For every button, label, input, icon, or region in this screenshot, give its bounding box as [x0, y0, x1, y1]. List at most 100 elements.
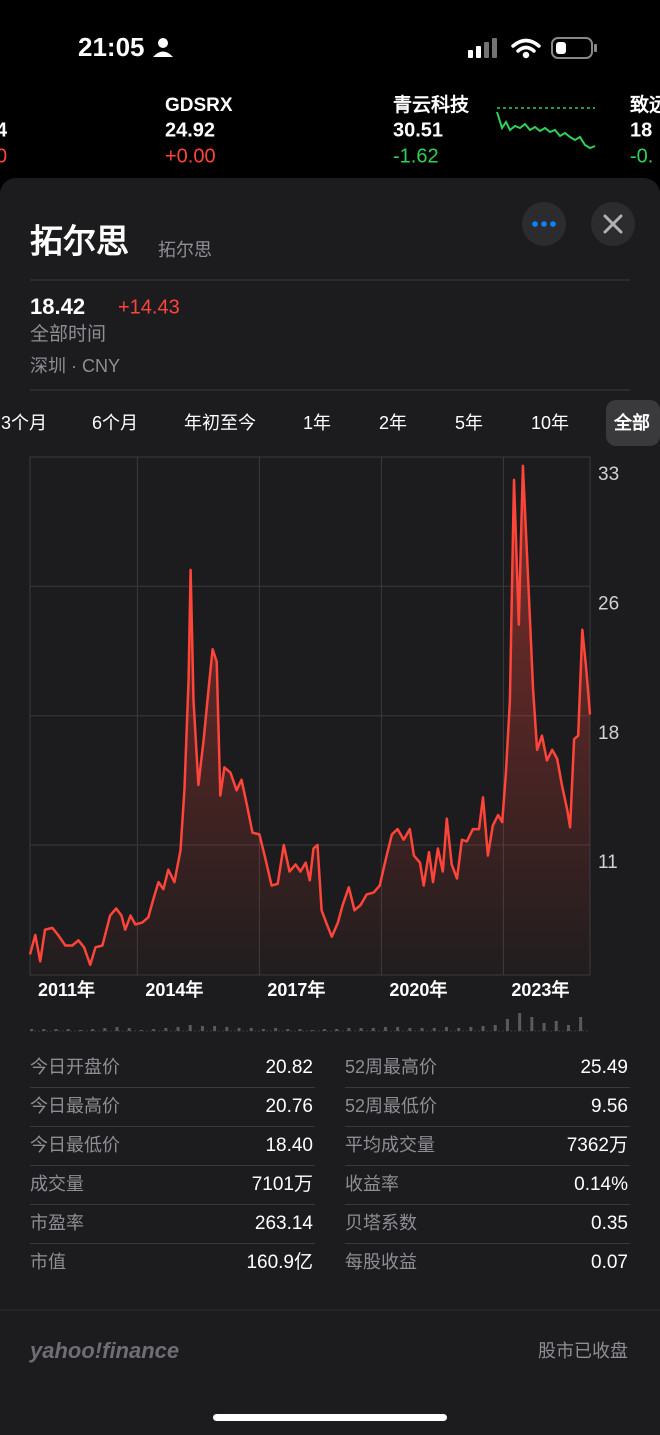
stat-value: 7101万: [252, 1174, 313, 1195]
y-tick-label: 33: [598, 464, 619, 485]
volume-bar: [164, 1028, 168, 1031]
volume-bar: [359, 1028, 363, 1031]
volume-bar: [347, 1028, 351, 1031]
volume-bar: [286, 1029, 290, 1031]
stat-label: 贝塔系数: [345, 1213, 417, 1233]
wifi-icon: [511, 38, 541, 59]
volume-bar: [396, 1027, 400, 1031]
volume-bar: [408, 1028, 412, 1031]
ticker-sparkline: [496, 107, 596, 150]
stat-label: 每股收益: [345, 1252, 417, 1272]
range-option[interactable]: 全部: [613, 412, 650, 433]
volume-bar: [176, 1027, 180, 1031]
x-tick-label: 2020年: [389, 979, 447, 1000]
price-area: [30, 465, 590, 975]
volume-bar: [103, 1028, 107, 1031]
volume-bar: [554, 1021, 558, 1031]
stat-label: 平均成交量: [345, 1135, 435, 1155]
stat-label: 市值: [30, 1252, 66, 1272]
yahoo-finance-logo[interactable]: yahoo!finance: [29, 1338, 179, 1363]
more-button[interactable]: [522, 202, 566, 246]
ticker-price: 30.51: [393, 119, 443, 141]
x-tick-label: 2011年: [38, 979, 95, 1000]
volume-bar: [54, 1029, 58, 1031]
volume-bar: [213, 1026, 217, 1031]
ticker-symbol: GDSRX: [165, 95, 233, 116]
volume-bar: [469, 1027, 473, 1031]
close-button[interactable]: [591, 202, 635, 246]
ticker-change: 0: [0, 145, 7, 167]
stock-change: +14.43: [118, 296, 180, 318]
ticker-symbol: 青云科技: [393, 93, 470, 116]
volume-bar: [420, 1028, 424, 1031]
range-option[interactable]: 2年: [379, 413, 407, 433]
volume-chart: [30, 1013, 590, 1032]
battery-icon: [551, 37, 597, 59]
volume-bar: [91, 1029, 95, 1031]
y-tick-label: 18: [598, 723, 619, 744]
ticker-symbol: 致远: [630, 93, 660, 116]
stat-label: 52周最高价: [345, 1057, 437, 1077]
volume-bar: [505, 1019, 509, 1031]
range-selected-bg: [606, 400, 660, 446]
stat-value: 7362万: [567, 1135, 628, 1156]
stat-value: 20.76: [265, 1096, 313, 1117]
volume-bar: [200, 1026, 204, 1031]
price-chart: 11 18 26 33 2011年 2014年 2017年 2020年 2023年: [28, 456, 619, 1000]
volume-bar: [188, 1025, 192, 1031]
stat-value: 9.56: [591, 1096, 628, 1117]
range-option[interactable]: 5年: [455, 413, 483, 433]
stat-value: 20.82: [265, 1057, 313, 1078]
home-indicator: [213, 1414, 447, 1421]
stock-price: 18.42: [30, 294, 85, 319]
volume-bar: [115, 1027, 119, 1031]
stat-value: 25.49: [580, 1057, 628, 1078]
status-time: 21:05: [78, 32, 145, 62]
period-label: 全部时间: [30, 323, 106, 345]
stat-value: 0.14%: [574, 1174, 628, 1195]
detail-card: [0, 178, 660, 1435]
stat-value: 0.07: [591, 1252, 628, 1273]
volume-bar: [493, 1025, 497, 1031]
stock-title: 拓尔思: [30, 223, 129, 260]
x-tick-label: 2017年: [267, 979, 325, 1000]
range-option[interactable]: 10年: [531, 413, 569, 433]
volume-bar: [310, 1030, 314, 1031]
stat-label: 成交量: [30, 1174, 84, 1194]
y-tick-label: 11: [598, 852, 618, 873]
stat-label: 今日最高价: [30, 1096, 120, 1116]
ticker-strip: 4 0 GDSRX 24.92 +0.00 青云科技 30.51 -1.62 致远 18 -0.: [0, 93, 660, 167]
volume-bar: [237, 1028, 241, 1031]
volume-bar: [383, 1027, 387, 1031]
volume-bar: [139, 1030, 143, 1031]
volume-bar: [457, 1028, 461, 1031]
range-option[interactable]: 年初至今: [184, 413, 256, 433]
x-tick-label: 2023年: [511, 979, 569, 1000]
volume-bar: [432, 1028, 436, 1031]
status-person-icon: [153, 38, 173, 57]
stat-value: 263.14: [255, 1213, 314, 1234]
range-option[interactable]: 6个月: [92, 413, 138, 433]
exchange-label: 深圳 · CNY: [30, 356, 120, 376]
ticker-change: -1.62: [393, 145, 439, 167]
volume-bar: [444, 1027, 448, 1031]
stat-label: 市盈率: [30, 1213, 84, 1233]
range-option[interactable]: 3个月: [1, 413, 47, 433]
volume-bar: [66, 1029, 70, 1031]
volume-bar: [42, 1029, 46, 1031]
stat-value: 0.35: [591, 1213, 628, 1234]
volume-bar: [542, 1023, 546, 1031]
stock-subtitle: 拓尔思: [158, 240, 212, 260]
stat-label: 52周最低价: [345, 1096, 437, 1116]
volume-bar: [335, 1029, 339, 1031]
volume-bar: [274, 1028, 278, 1031]
x-tick-label: 2014年: [145, 979, 203, 1000]
volume-bar: [298, 1029, 302, 1031]
stat-label: 今日开盘价: [30, 1057, 120, 1077]
volume-bar: [152, 1029, 156, 1031]
range-option[interactable]: 1年: [303, 413, 331, 433]
ticker-change: +0.00: [165, 145, 216, 167]
y-tick-label: 26: [598, 593, 619, 614]
volume-bar: [322, 1029, 326, 1031]
